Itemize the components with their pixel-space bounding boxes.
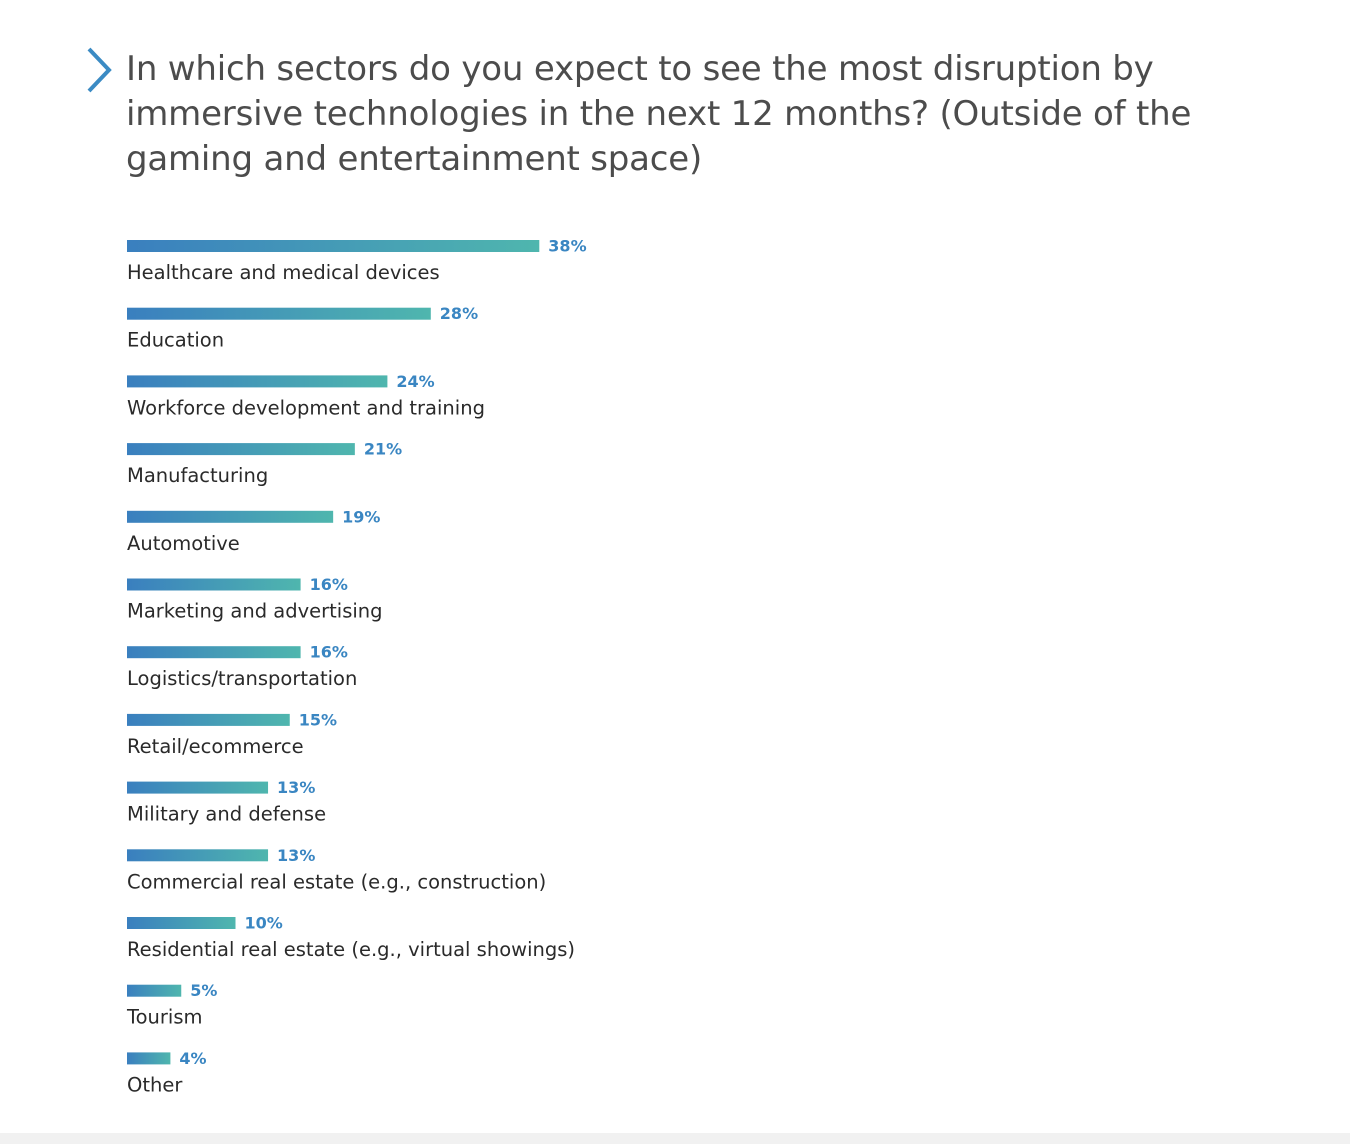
value-label: 16%	[310, 643, 348, 662]
bar-7	[127, 713, 290, 726]
value-label: 5%	[190, 981, 217, 1000]
category-label: Commercial real estate (e.g., constructi…	[127, 870, 546, 893]
category-label: Tourism	[126, 1006, 202, 1029]
value-label: 15%	[299, 710, 337, 729]
category-label: Residential real estate (e.g., virtual s…	[127, 938, 575, 961]
bar-5	[127, 578, 301, 591]
value-label: 10%	[245, 914, 283, 933]
bar-4	[127, 510, 334, 523]
bars-group: 38% Healthcare and medical devices 28% Educ…	[126, 237, 587, 1097]
category-label: Workforce development and training	[127, 396, 485, 419]
bar-2	[127, 375, 388, 388]
value-label: 19%	[342, 507, 380, 526]
value-label: 21%	[364, 440, 402, 459]
bar-0	[127, 240, 540, 252]
bar-8	[127, 781, 269, 794]
value-label: 38%	[548, 237, 586, 256]
chart-title: In which sectors do you expect to see th…	[126, 49, 1192, 179]
category-label: Education	[127, 329, 224, 352]
bar-9	[127, 849, 269, 862]
category-label: Automotive	[127, 532, 240, 555]
bar-3	[127, 443, 355, 456]
category-label: Logistics/transportation	[127, 667, 357, 690]
category-label: Marketing and advertising	[127, 600, 383, 623]
bar-6	[127, 646, 301, 659]
bar-1	[127, 307, 431, 320]
bar-10	[127, 917, 236, 929]
value-label: 13%	[277, 778, 315, 797]
bar-11	[127, 984, 182, 997]
value-label: 16%	[310, 575, 348, 594]
page-bottom-band	[0, 1133, 1350, 1144]
value-label: 24%	[396, 372, 434, 391]
category-label: Military and defense	[127, 803, 326, 826]
category-label: Retail/ecommerce	[127, 735, 304, 758]
value-label: 28%	[440, 304, 478, 323]
category-label: Healthcare and medical devices	[127, 261, 440, 284]
bar-12	[127, 1052, 171, 1065]
category-label: Other	[127, 1073, 183, 1096]
value-label: 13%	[277, 846, 315, 865]
category-label: Manufacturing	[127, 464, 268, 487]
chevron-right-icon	[87, 47, 112, 93]
value-label: 4%	[179, 1049, 206, 1068]
